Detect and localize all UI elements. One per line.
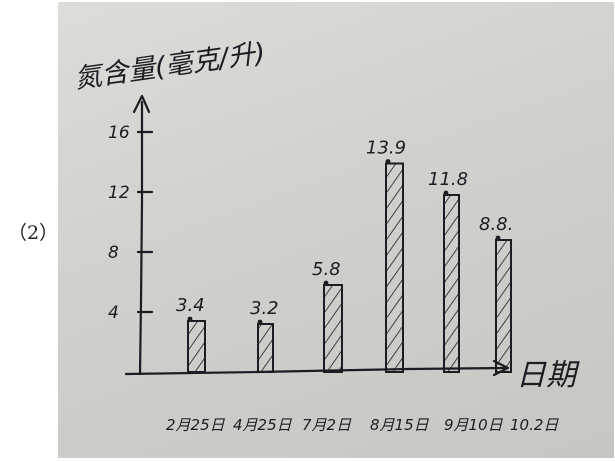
- value-label: 3.2: [250, 298, 279, 319]
- y-axis-title: 氮含量(毫克/升): [73, 37, 268, 94]
- bar-7月2日: [323, 284, 343, 373]
- handwritten-chart-photo: 4 8 12 16 3.4 3.2 5.8 13.9 11.8 8.8. 2月25日 4月25日 7…: [58, 2, 614, 458]
- bar-top-dot: [443, 190, 449, 196]
- y-ticks: 4 8 12 16: [108, 123, 154, 323]
- x-tick-label: 8月15日: [370, 416, 430, 434]
- part-label: （2）: [8, 222, 59, 244]
- value-label: 3.4: [176, 295, 205, 316]
- bar-4月25日: [257, 323, 274, 373]
- bar-top-dot: [495, 235, 501, 241]
- x-tick-label: 7月2日: [302, 416, 352, 434]
- bar-9月10日: [443, 194, 460, 373]
- bar-top-dot: [187, 316, 193, 322]
- value-label: 5.8: [312, 259, 341, 280]
- bar-chart: 4 8 12 16 3.4 3.2 5.8 13.9 11.8 8.8. 2月25日 4月25日 7…: [73, 37, 580, 434]
- x-tick-label: 9月10日: [444, 416, 504, 434]
- x-tick-label: 2月25日: [166, 416, 226, 434]
- value-label: 8.8.: [479, 214, 513, 235]
- y-tick-label: 12: [108, 183, 130, 203]
- bar-top-dot: [385, 159, 391, 164]
- y-tick-label: 16: [108, 123, 130, 143]
- value-label: 13.9: [366, 138, 406, 159]
- value-labels: 3.4 3.2 5.8 13.9 11.8 8.8.: [176, 138, 513, 320]
- bars: [187, 159, 512, 373]
- y-tick-label: 4: [108, 303, 119, 323]
- x-tick-label: 4月25日: [233, 416, 293, 434]
- bar-2月25日: [187, 320, 206, 373]
- y-axis-arrow: [132, 94, 151, 114]
- y-tick-label: 8: [108, 243, 119, 263]
- bar-top-dot: [257, 319, 263, 325]
- bar-8月15日: [385, 162, 404, 373]
- value-label: 11.8: [428, 169, 468, 190]
- x-tick-label: 10.2日: [510, 416, 559, 434]
- x-tick-labels: 2月25日 4月25日 7月2日 8月15日 9月10日 10.2日: [166, 416, 559, 434]
- y-axis-line: [138, 100, 144, 376]
- x-axis-title: 日期: [516, 358, 580, 393]
- bar-top-dot: [323, 280, 329, 286]
- bar-10.2日: [495, 239, 512, 373]
